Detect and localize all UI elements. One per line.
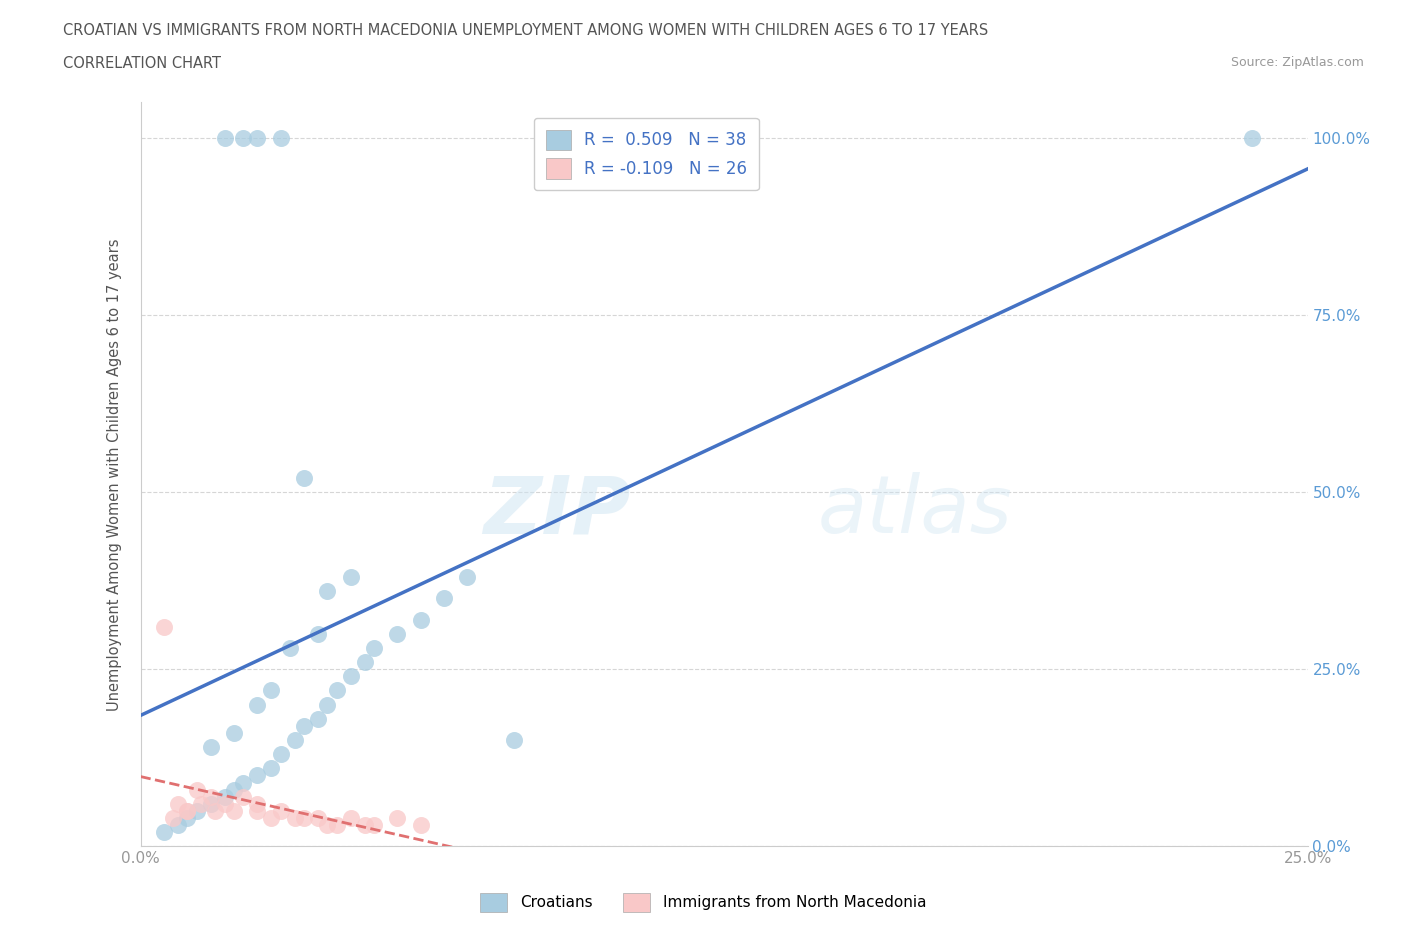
Point (339, 811, 361, 826)
Point (278, 641, 301, 656)
Point (433, 591, 456, 605)
Text: CROATIAN VS IMMIGRANTS FROM NORTH MACEDONIA UNEMPLOYMENT AMONG WOMEN WITH CHILDR: CROATIAN VS IMMIGRANTS FROM NORTH MACEDO… (63, 23, 988, 38)
Point (353, 655, 375, 670)
Point (316, 698, 339, 712)
Point (292, 811, 315, 826)
Point (292, 718, 315, 733)
Point (260, 811, 283, 826)
Point (260, 761, 283, 776)
Text: atlas: atlas (817, 472, 1012, 551)
Point (232, 775, 254, 790)
Point (246, 804, 269, 818)
Point (186, 804, 208, 818)
Point (339, 669, 361, 684)
Point (222, 725, 245, 740)
Point (200, 790, 222, 804)
Point (153, 825, 176, 840)
Legend: R =  0.509   N = 38, R = -0.109   N = 26: R = 0.509 N = 38, R = -0.109 N = 26 (534, 118, 759, 191)
Point (353, 817, 375, 832)
Point (363, 641, 385, 656)
Point (307, 811, 329, 826)
Point (270, 130, 292, 145)
Point (176, 804, 198, 818)
Text: ZIP: ZIP (484, 472, 631, 551)
Point (167, 817, 190, 832)
Point (204, 804, 226, 818)
Point (387, 626, 409, 641)
Point (214, 130, 236, 145)
Point (316, 584, 339, 599)
Point (409, 612, 432, 627)
Point (503, 733, 526, 748)
Point (246, 698, 269, 712)
Point (1240, 130, 1263, 145)
Point (246, 768, 269, 783)
Point (200, 739, 222, 754)
Point (325, 683, 347, 698)
Point (260, 683, 283, 698)
Y-axis label: Unemployment Among Women with Children Ages 6 to 17 years: Unemployment Among Women with Children A… (107, 238, 122, 711)
Point (292, 471, 315, 485)
Point (246, 796, 269, 811)
Point (325, 817, 347, 832)
Point (232, 790, 254, 804)
Point (307, 711, 329, 726)
Point (456, 569, 478, 584)
Point (176, 804, 198, 818)
Point (316, 817, 339, 832)
Point (153, 619, 176, 634)
Point (222, 782, 245, 797)
Point (246, 130, 269, 145)
Legend: Croatians, Immigrants from North Macedonia: Croatians, Immigrants from North Macedon… (474, 887, 932, 918)
Point (270, 747, 292, 762)
Point (387, 811, 409, 826)
Text: CORRELATION CHART: CORRELATION CHART (63, 56, 221, 71)
Point (214, 796, 236, 811)
Point (176, 811, 198, 826)
Point (270, 804, 292, 818)
Point (214, 790, 236, 804)
Point (167, 796, 190, 811)
Point (409, 817, 432, 832)
Point (363, 817, 385, 832)
Point (190, 796, 212, 811)
Point (339, 569, 361, 584)
Text: Source: ZipAtlas.com: Source: ZipAtlas.com (1230, 56, 1364, 69)
Point (162, 811, 184, 826)
Point (284, 733, 307, 748)
Point (284, 811, 307, 826)
Point (186, 782, 208, 797)
Point (200, 796, 222, 811)
Point (307, 626, 329, 641)
Point (232, 130, 254, 145)
Point (222, 804, 245, 818)
